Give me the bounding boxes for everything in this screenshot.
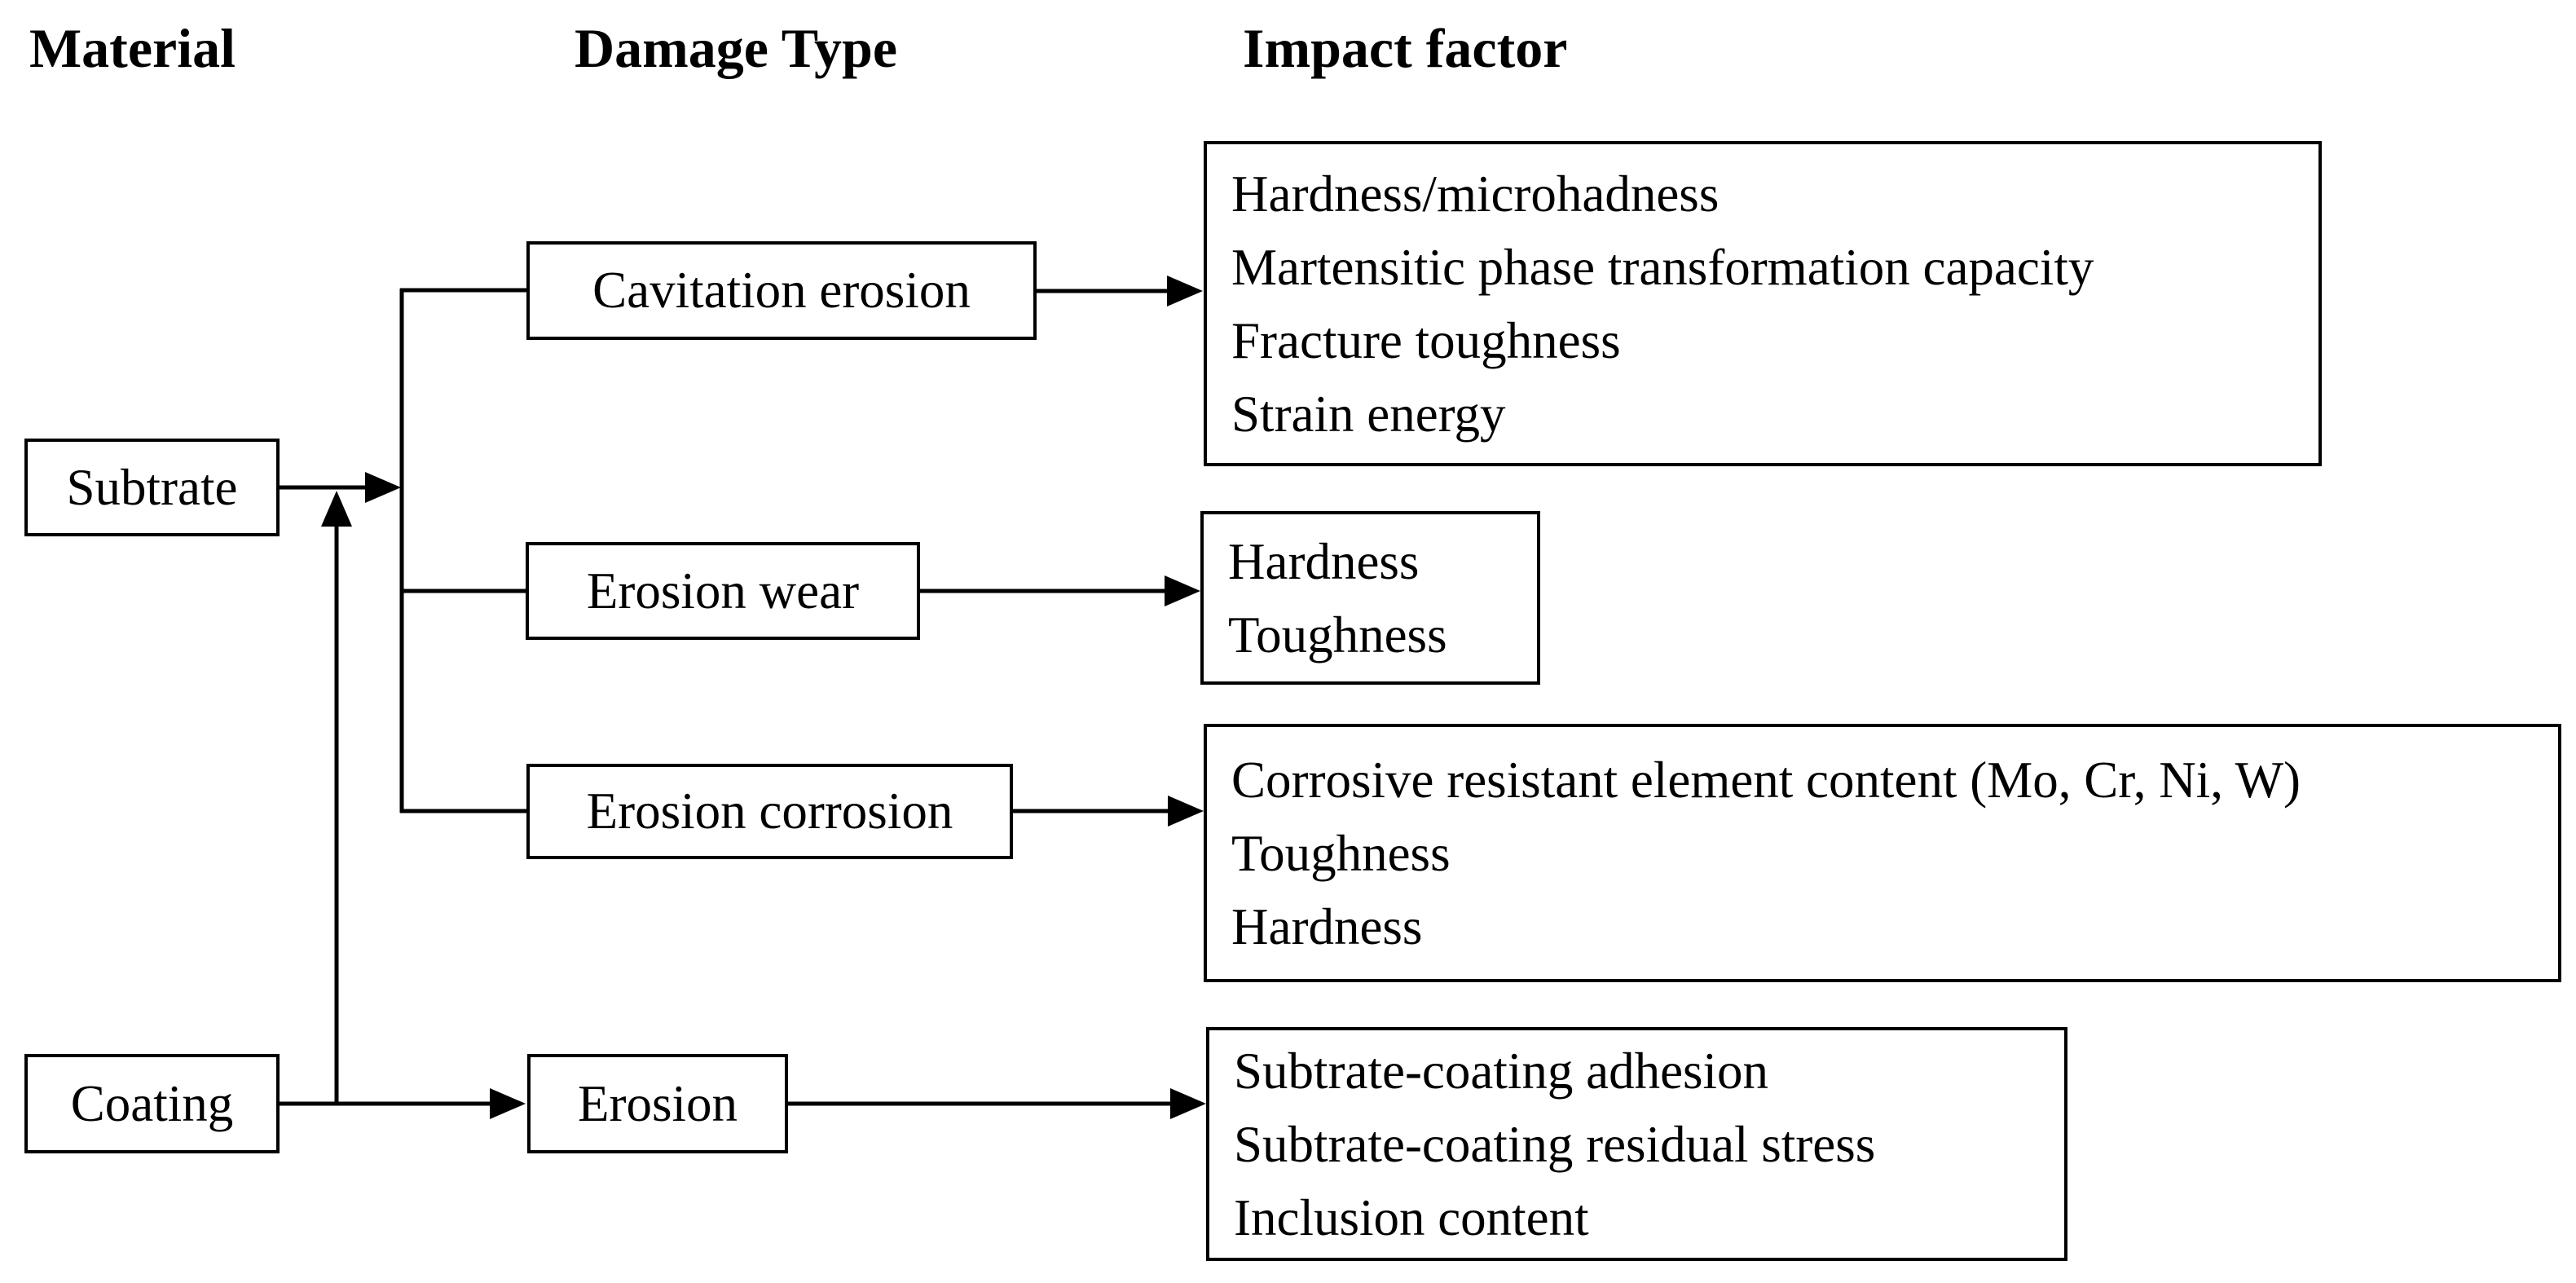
- node-cavitation-erosion-label: Cavitation erosion: [592, 262, 971, 319]
- impact-factor-line: Fracture toughness: [1231, 311, 1621, 369]
- impact-box-cavitation-erosion: Hardness/microhadness Martensitic phase …: [1204, 141, 2322, 466]
- node-cavitation-erosion: Cavitation erosion: [526, 241, 1037, 340]
- node-erosion-corrosion-label: Erosion corrosion: [586, 783, 953, 840]
- arrow-erosion-corrosion-to-impact: [1013, 796, 1204, 827]
- column-header-damage-type: Damage Type: [575, 17, 898, 79]
- arrow-cavitation-erosion-to-impact: [1037, 276, 1203, 306]
- impact-factor-line: Martensitic phase transformation capacit…: [1231, 238, 2094, 296]
- node-erosion-wear: Erosion wear: [526, 542, 920, 640]
- arrow-erosion-wear-to-impact: [920, 575, 1200, 606]
- impact-factor-line: Hardness: [1228, 532, 1420, 590]
- arrow-coating-to-erosion: [280, 1088, 526, 1119]
- column-header-material: Material: [29, 17, 236, 79]
- impact-factor-line: Toughness: [1228, 606, 1447, 664]
- impact-factor-line: Subtrate-coating residual stress: [1234, 1115, 1876, 1173]
- impact-factor-line: Subtrate-coating adhesion: [1234, 1042, 1769, 1100]
- node-erosion: Erosion: [527, 1054, 788, 1153]
- impact-factor-line: Strain energy: [1231, 385, 1506, 443]
- impact-factor-line: Toughness: [1231, 824, 1451, 882]
- node-coating-label: Coating: [70, 1074, 234, 1132]
- node-substrate: Subtrate: [24, 439, 280, 536]
- node-coating: Coating: [24, 1054, 280, 1153]
- arrow-erosion-to-impact: [788, 1088, 1206, 1119]
- impact-factor-line: Hardness/microhadness: [1231, 165, 1720, 223]
- impact-factor-line: Corrosive resistant element content (Mo,…: [1231, 751, 2301, 809]
- node-substrate-label: Subtrate: [66, 458, 238, 516]
- impact-box-erosion-corrosion: Corrosive resistant element content (Mo,…: [1204, 724, 2561, 982]
- impact-box-erosion-wear: Hardness Toughness: [1200, 511, 1540, 685]
- branch-line-damage-types: [399, 288, 530, 813]
- node-erosion-corrosion: Erosion corrosion: [526, 764, 1013, 859]
- arrow-substrate-to-branch: [280, 472, 401, 503]
- node-erosion-label: Erosion: [578, 1074, 738, 1132]
- impact-factor-line: Hardness: [1231, 897, 1423, 955]
- node-erosion-wear-label: Erosion wear: [586, 562, 860, 619]
- column-header-impact-factor: Impact factor: [1243, 17, 1568, 79]
- impact-factor-line: Inclusion content: [1234, 1188, 1589, 1246]
- impact-box-erosion: Subtrate-coating adhesion Subtrate-coati…: [1206, 1027, 2067, 1261]
- arrow-coating-up-to-substrate-branch: [321, 491, 352, 1104]
